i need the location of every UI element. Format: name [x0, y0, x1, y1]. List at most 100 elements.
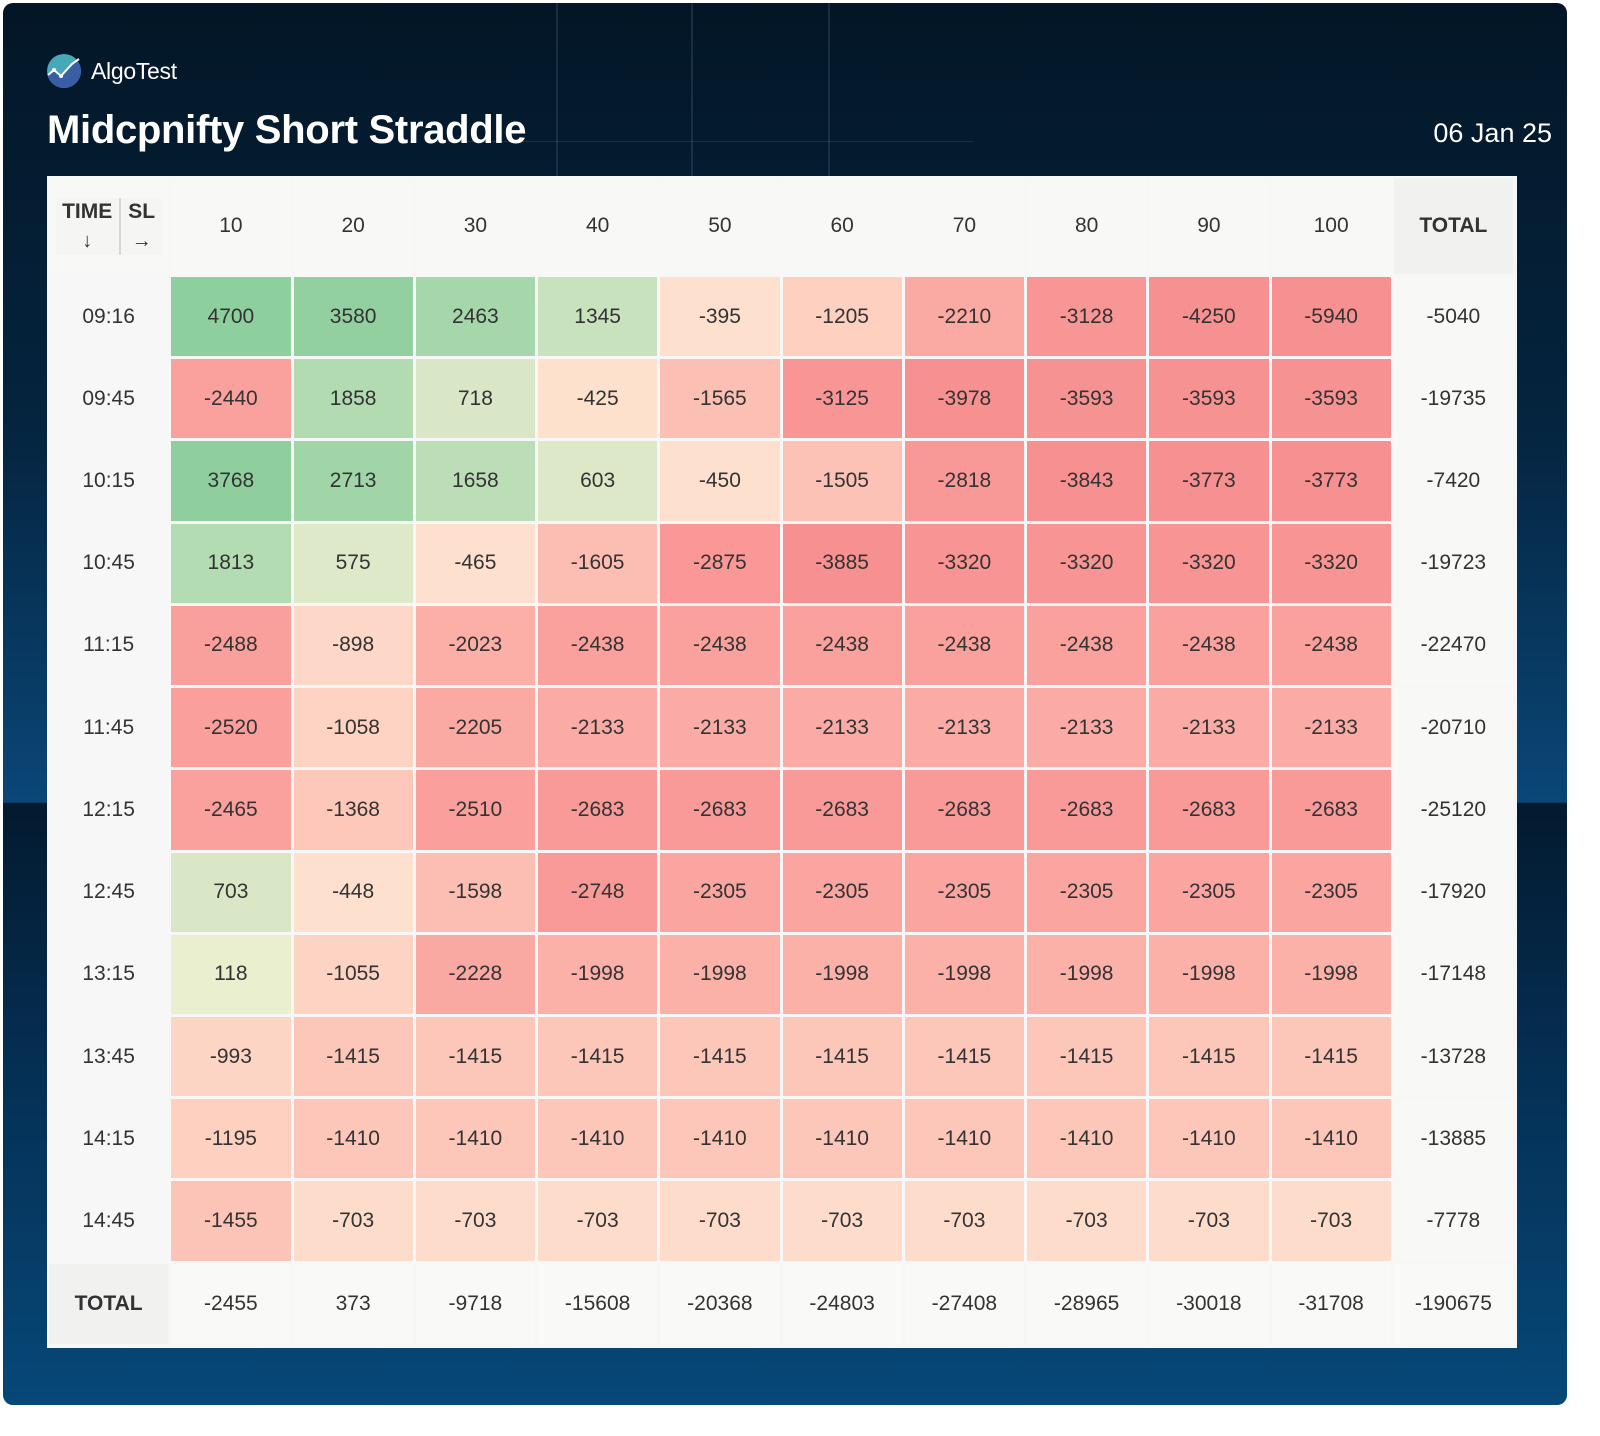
row-total: -7778 — [1393, 1181, 1513, 1261]
heatmap-cell: -2438 — [538, 605, 658, 686]
table-row: 12:45 703 -448 -1598 -2748 -2305 -2305 -2305 -23… — [49, 852, 1513, 932]
heatmap-cell: -703 — [1149, 1181, 1269, 1261]
table-row: 10:45 1813 575 -465 -1605 -2875 -3885 -3320 -332… — [49, 523, 1513, 603]
heatmap-cell: -1410 — [1027, 1099, 1147, 1179]
column-header: 50 — [660, 178, 780, 274]
table-row: 12:15 -2465 -1368 -2510 -2683 -2683 -2683 -2683… — [49, 770, 1513, 850]
heatmap-cell: -1598 — [415, 852, 535, 932]
background-grid-line — [433, 141, 973, 142]
heatmap-cell: -1410 — [1271, 1099, 1391, 1179]
table-row: 13:45 -993 -1415 -1415 -1415 -1415 -1415 -1415-… — [49, 1016, 1513, 1097]
column-header: 20 — [293, 178, 413, 274]
heatmap-cell: -1998 — [1271, 934, 1391, 1014]
heatmap-cell: 118 — [171, 934, 291, 1014]
heatmap-cell: -465 — [415, 523, 535, 603]
column-total: 373 — [293, 1263, 413, 1344]
heatmap-cell: -2510 — [415, 770, 535, 850]
column-header: 80 — [1027, 178, 1147, 274]
heatmap-cell: -2205 — [415, 688, 535, 768]
heatmap-cell: -1415 — [782, 1016, 902, 1097]
heatmap-cell: -1998 — [1027, 934, 1147, 1014]
table-row: 09:45 -2440 1858 718 -425 -1565 -3125 -3978 -359… — [49, 359, 1513, 439]
heatmap-cell: -2438 — [1027, 605, 1147, 686]
heatmap-cell: -2133 — [538, 688, 658, 768]
heatmap-cell: -2683 — [660, 770, 780, 850]
row-time-label: 10:45 — [49, 523, 169, 603]
heatmap-cell: -2488 — [171, 605, 291, 686]
heatmap-cell: -1415 — [293, 1016, 413, 1097]
brand: AlgoTest — [46, 53, 177, 89]
column-total: -31708 — [1271, 1263, 1391, 1344]
heatmap-cell: -2683 — [782, 770, 902, 850]
heatmap-cell: -1410 — [904, 1099, 1024, 1179]
row-total: -17148 — [1393, 934, 1513, 1014]
heatmap-cell: -993 — [171, 1016, 291, 1097]
column-total: -27408 — [904, 1263, 1024, 1344]
heatmap-cell: -1410 — [782, 1099, 902, 1179]
heatmap-cell: -3125 — [782, 359, 902, 439]
heatmap-cell: -3320 — [1027, 523, 1147, 603]
heatmap-cell: -2133 — [782, 688, 902, 768]
heatmap-cell: -1368 — [293, 770, 413, 850]
row-total: -19723 — [1393, 523, 1513, 603]
heatmap-cell: -3773 — [1271, 441, 1391, 521]
heatmap-cell: -2228 — [415, 934, 535, 1014]
heatmap-cell: -703 — [415, 1181, 535, 1261]
heatmap-cell: -395 — [660, 277, 780, 357]
heatmap-cell: -1410 — [538, 1099, 658, 1179]
row-total: -7420 — [1393, 441, 1513, 521]
heatmap-cell: -1415 — [904, 1016, 1024, 1097]
heatmap-cell: -1410 — [1149, 1099, 1269, 1179]
heatmap-cell: -1455 — [171, 1181, 291, 1261]
heatmap-cell: -1410 — [293, 1099, 413, 1179]
column-totals-row: TOTAL -2455 373 -9718 -15608 -20368 -24803 -274… — [49, 1263, 1513, 1344]
heatmap-cell: -448 — [293, 852, 413, 932]
column-header: 10 — [171, 178, 291, 274]
table-row: 14:15 -1195 -1410 -1410 -1410 -1410 -1410 -1410… — [49, 1099, 1513, 1179]
heatmap-cell: -1605 — [538, 523, 658, 603]
heatmap-cell: -1058 — [293, 688, 413, 768]
total-column-header: TOTAL — [1393, 178, 1513, 274]
total-row-label: TOTAL — [49, 1263, 169, 1344]
arrow-right-icon: → — [131, 229, 152, 252]
heatmap-table: TIME ↓ SL → 10 20 30 40 50 60 70 80 90 100 TOTAL 0… — [47, 176, 1517, 1348]
column-header: 30 — [415, 178, 535, 274]
heatmap-cell: -450 — [660, 441, 780, 521]
heatmap-cell: -1415 — [1027, 1016, 1147, 1097]
row-time-label: 13:45 — [49, 1016, 169, 1097]
heatmap-cell: -2305 — [1149, 852, 1269, 932]
heatmap-cell: 603 — [538, 441, 658, 521]
heatmap-cell: -2305 — [1027, 852, 1147, 932]
heatmap-cell: -1410 — [415, 1099, 535, 1179]
row-total: -17920 — [1393, 852, 1513, 932]
heatmap-cell: -2438 — [1271, 605, 1391, 686]
heatmap-cell: -1415 — [415, 1016, 535, 1097]
heatmap-cell: -3593 — [1027, 359, 1147, 439]
row-time-label: 09:16 — [49, 277, 169, 357]
heatmap-cell: 1658 — [415, 441, 535, 521]
heatmap-cell: -2438 — [904, 605, 1024, 686]
column-total: -24803 — [782, 1263, 902, 1344]
heatmap-cell: -703 — [1271, 1181, 1391, 1261]
column-total: -2455 — [171, 1263, 291, 1344]
row-time-label: 13:15 — [49, 934, 169, 1014]
heatmap-cell: -4250 — [1149, 277, 1269, 357]
heatmap-cell: -2683 — [904, 770, 1024, 850]
heatmap-cell: -3320 — [904, 523, 1024, 603]
row-time-label: 11:45 — [49, 688, 169, 768]
heatmap-cell: -2438 — [782, 605, 902, 686]
column-total: -20368 — [660, 1263, 780, 1344]
heatmap-cell: -703 — [660, 1181, 780, 1261]
heatmap-cell: -1195 — [171, 1099, 291, 1179]
heatmap-cell: 575 — [293, 523, 413, 603]
heatmap-cell: -3320 — [1271, 523, 1391, 603]
heatmap-cell: -2133 — [1271, 688, 1391, 768]
heatmap-cell: -2465 — [171, 770, 291, 850]
heatmap-cell: -703 — [293, 1181, 413, 1261]
row-time-label: 09:45 — [49, 359, 169, 439]
row-total: -19735 — [1393, 359, 1513, 439]
heatmap-cell: 1813 — [171, 523, 291, 603]
corner-header: TIME ↓ SL → — [49, 178, 169, 274]
table-row: 09:16 4700 3580 2463 1345 -395 -1205 -2210 -3128… — [49, 277, 1513, 357]
column-header: 90 — [1149, 178, 1269, 274]
